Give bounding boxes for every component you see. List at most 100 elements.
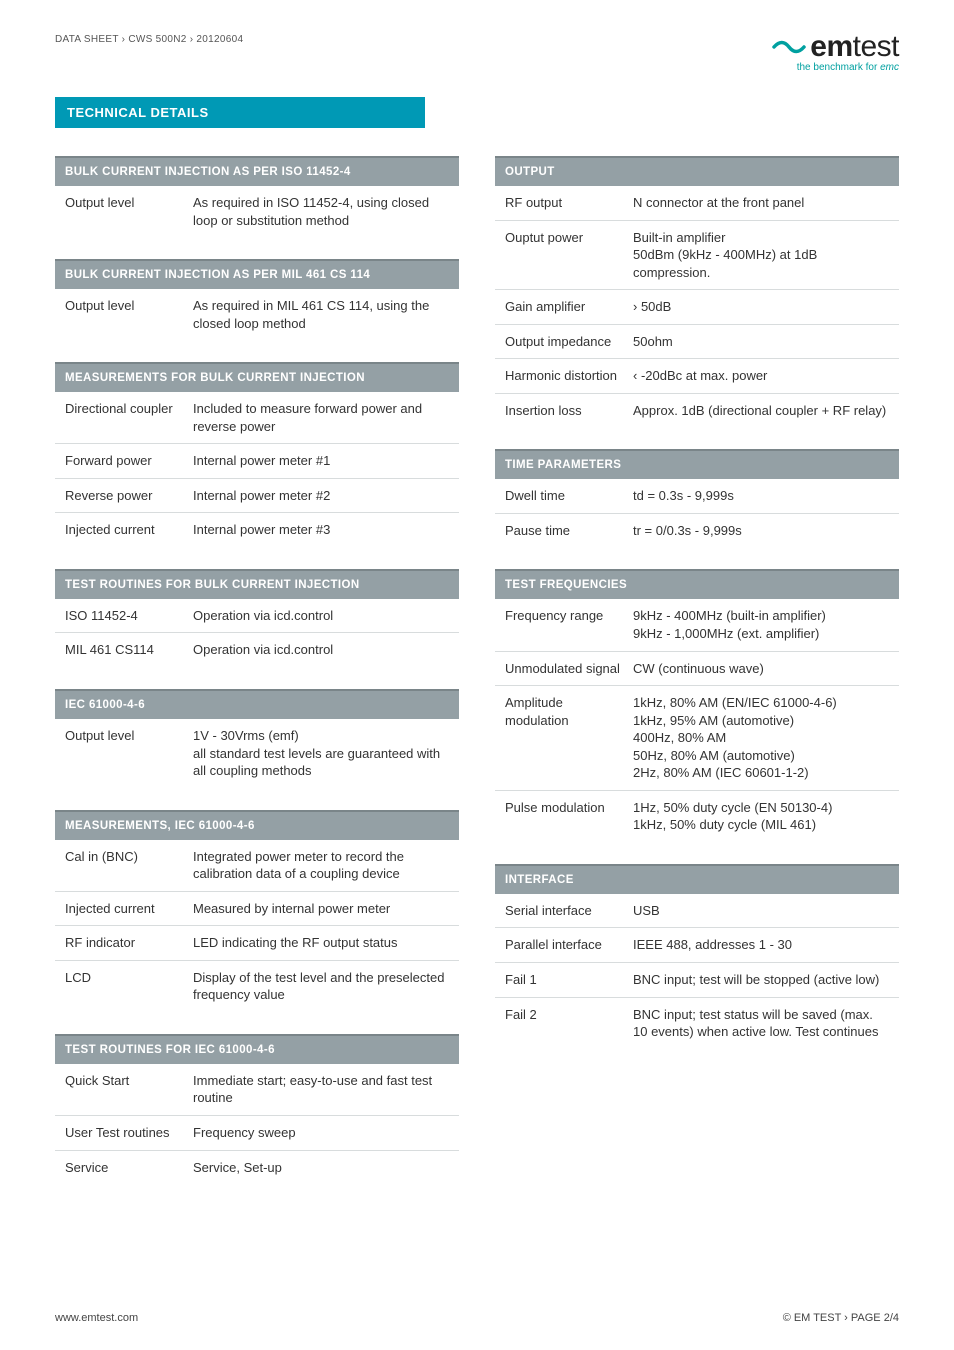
spec-value: td = 0.3s - 9,999s bbox=[633, 487, 889, 505]
spec-row: ServiceService, Set-up bbox=[55, 1151, 459, 1185]
spec-key: Serial interface bbox=[505, 902, 633, 920]
spec-key: ISO 11452-4 bbox=[65, 607, 193, 625]
spec-row: RF indicatorLED indicating the RF output… bbox=[55, 926, 459, 961]
spec-row: Serial interfaceUSB bbox=[495, 894, 899, 929]
spec-header: IEC 61000-4-6 bbox=[55, 689, 459, 719]
spec-key: Output level bbox=[65, 194, 193, 229]
spec-key: RF output bbox=[505, 194, 633, 212]
spec-row: Pause timetr = 0/0.3s - 9,999s bbox=[495, 514, 899, 548]
spec-value: LED indicating the RF output status bbox=[193, 934, 449, 952]
spec-row: Insertion lossApprox. 1dB (directional c… bbox=[495, 394, 899, 428]
page-header: DATA SHEET › CWS 500N2 › 20120604 emtest… bbox=[55, 30, 899, 73]
spec-header: TIME PARAMETERS bbox=[495, 449, 899, 479]
spec-row: Directional couplerIncluded to measure f… bbox=[55, 392, 459, 444]
spec-key: Dwell time bbox=[505, 487, 633, 505]
spec-block: TIME PARAMETERSDwell timetd = 0.3s - 9,9… bbox=[495, 449, 899, 547]
spec-key: Insertion loss bbox=[505, 402, 633, 420]
spec-block: BULK CURRENT INJECTION AS PER MIL 461 CS… bbox=[55, 259, 459, 340]
logo-text-test: test bbox=[853, 30, 899, 63]
spec-key: Parallel interface bbox=[505, 936, 633, 954]
spec-key: Pulse modulation bbox=[505, 799, 633, 834]
spec-row: Output levelAs required in MIL 461 CS 11… bbox=[55, 289, 459, 340]
spec-value: As required in ISO 11452-4, using closed… bbox=[193, 194, 449, 229]
tagline-emc: emc bbox=[880, 62, 899, 73]
spec-row: Injected currentInternal power meter #3 bbox=[55, 513, 459, 547]
spec-value: Approx. 1dB (directional coupler + RF re… bbox=[633, 402, 889, 420]
spec-key: Forward power bbox=[65, 452, 193, 470]
spec-row: RF outputN connector at the front panel bbox=[495, 186, 899, 221]
spec-key: Fail 1 bbox=[505, 971, 633, 989]
spec-block: BULK CURRENT INJECTION AS PER ISO 11452-… bbox=[55, 156, 459, 237]
spec-value: 1Hz, 50% duty cycle (EN 50130-4) 1kHz, 5… bbox=[633, 799, 889, 834]
spec-value: BNC input; test status will be saved (ma… bbox=[633, 1006, 889, 1041]
spec-value: 9kHz - 400MHz (built-in amplifier) 9kHz … bbox=[633, 607, 889, 642]
spec-key: Output level bbox=[65, 727, 193, 780]
spec-row: Cal in (BNC)Integrated power meter to re… bbox=[55, 840, 459, 892]
spec-key: Quick Start bbox=[65, 1072, 193, 1107]
spec-value: N connector at the front panel bbox=[633, 194, 889, 212]
spec-value: Display of the test level and the presel… bbox=[193, 969, 449, 1004]
spec-value: As required in MIL 461 CS 114, using the… bbox=[193, 297, 449, 332]
spec-row: Pulse modulation1Hz, 50% duty cycle (EN … bbox=[495, 791, 899, 842]
spec-value: Integrated power meter to record the cal… bbox=[193, 848, 449, 883]
spec-key: MIL 461 CS114 bbox=[65, 641, 193, 659]
spec-value: ‹ -20dBc at max. power bbox=[633, 367, 889, 385]
spec-key: Unmodulated signal bbox=[505, 660, 633, 678]
logo-text-em: em bbox=[810, 30, 852, 63]
spec-header: TEST ROUTINES FOR IEC 61000-4-6 bbox=[55, 1034, 459, 1064]
spec-key: LCD bbox=[65, 969, 193, 1004]
spec-header: BULK CURRENT INJECTION AS PER MIL 461 CS… bbox=[55, 259, 459, 289]
spec-row: Output level1V - 30Vrms (emf) all standa… bbox=[55, 719, 459, 788]
spec-row: Dwell timetd = 0.3s - 9,999s bbox=[495, 479, 899, 514]
spec-block: IEC 61000-4-6Output level1V - 30Vrms (em… bbox=[55, 689, 459, 788]
spec-row: Reverse powerInternal power meter #2 bbox=[55, 479, 459, 514]
spec-row: Gain amplifier› 50dB bbox=[495, 290, 899, 325]
spec-key: Injected current bbox=[65, 900, 193, 918]
spec-key: Fail 2 bbox=[505, 1006, 633, 1041]
spec-header: BULK CURRENT INJECTION AS PER ISO 11452-… bbox=[55, 156, 459, 186]
spec-key: Pause time bbox=[505, 522, 633, 540]
spec-value: Internal power meter #3 bbox=[193, 521, 449, 539]
spec-block: TEST FREQUENCIESFrequency range9kHz - 40… bbox=[495, 569, 899, 841]
spec-key: Directional coupler bbox=[65, 400, 193, 435]
spec-row: Frequency range9kHz - 400MHz (built-in a… bbox=[495, 599, 899, 651]
content-columns: BULK CURRENT INJECTION AS PER ISO 11452-… bbox=[55, 156, 899, 1206]
spec-key: User Test routines bbox=[65, 1124, 193, 1142]
logo-tagline: the benchmark for emc bbox=[772, 62, 899, 73]
footer-url: www.emtest.com bbox=[55, 1312, 138, 1324]
spec-block: TEST ROUTINES FOR IEC 61000-4-6Quick Sta… bbox=[55, 1034, 459, 1184]
spec-row: Output levelAs required in ISO 11452-4, … bbox=[55, 186, 459, 237]
spec-value: tr = 0/0.3s - 9,999s bbox=[633, 522, 889, 540]
page-footer: www.emtest.com © EM TEST › PAGE 2/4 bbox=[55, 1312, 899, 1324]
spec-row: Injected currentMeasured by internal pow… bbox=[55, 892, 459, 927]
tagline-pre: the benchmark for bbox=[797, 62, 880, 73]
spec-key: Amplitude modulation bbox=[505, 694, 633, 782]
spec-row: Unmodulated signalCW (continuous wave) bbox=[495, 652, 899, 687]
spec-value: Operation via icd.control bbox=[193, 607, 449, 625]
spec-block: MEASUREMENTS, IEC 61000-4-6Cal in (BNC)I… bbox=[55, 810, 459, 1012]
spec-value: Built-in amplifier 50dBm (9kHz - 400MHz)… bbox=[633, 229, 889, 282]
spec-row: Fail 2BNC input; test status will be sav… bbox=[495, 998, 899, 1049]
spec-row: Parallel interfaceIEEE 488, addresses 1 … bbox=[495, 928, 899, 963]
spec-block: TEST ROUTINES FOR BULK CURRENT INJECTION… bbox=[55, 569, 459, 667]
spec-key: Harmonic distortion bbox=[505, 367, 633, 385]
footer-page: © EM TEST › PAGE 2/4 bbox=[783, 1312, 899, 1324]
spec-key: Gain amplifier bbox=[505, 298, 633, 316]
spec-key: Service bbox=[65, 1159, 193, 1177]
spec-key: Cal in (BNC) bbox=[65, 848, 193, 883]
spec-header: TEST ROUTINES FOR BULK CURRENT INJECTION bbox=[55, 569, 459, 599]
spec-key: Output level bbox=[65, 297, 193, 332]
spec-value: IEEE 488, addresses 1 - 30 bbox=[633, 936, 889, 954]
spec-value: Measured by internal power meter bbox=[193, 900, 449, 918]
spec-value: Frequency sweep bbox=[193, 1124, 449, 1142]
spec-row: Fail 1BNC input; test will be stopped (a… bbox=[495, 963, 899, 998]
spec-key: Ouptut power bbox=[505, 229, 633, 282]
spec-block: MEASUREMENTS FOR BULK CURRENT INJECTIOND… bbox=[55, 362, 459, 547]
spec-row: Harmonic distortion‹ -20dBc at max. powe… bbox=[495, 359, 899, 394]
logo-swoosh-icon bbox=[772, 36, 806, 58]
spec-row: Quick StartImmediate start; easy-to-use … bbox=[55, 1064, 459, 1116]
spec-row: Amplitude modulation1kHz, 80% AM (EN/IEC… bbox=[495, 686, 899, 791]
spec-header: MEASUREMENTS FOR BULK CURRENT INJECTION bbox=[55, 362, 459, 392]
spec-header: TEST FREQUENCIES bbox=[495, 569, 899, 599]
left-column: BULK CURRENT INJECTION AS PER ISO 11452-… bbox=[55, 156, 459, 1206]
